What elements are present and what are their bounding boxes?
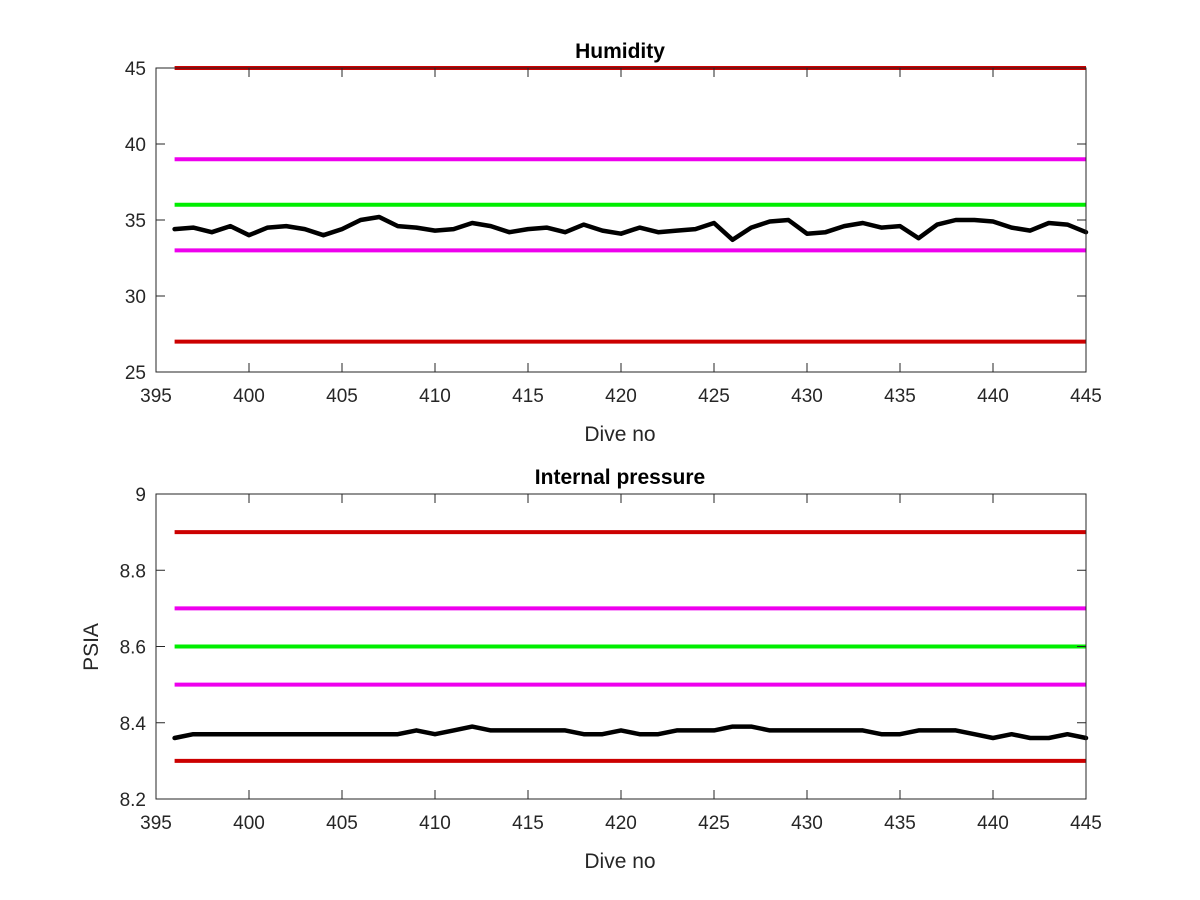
internal-pressure-chart-xtick-label-8: 435 [884, 813, 916, 834]
humidity-chart-xlabel: Dive no [584, 423, 655, 446]
internal-pressure-chart-xtick-label-7: 430 [791, 813, 823, 834]
internal-pressure-chart-xtick-label-5: 420 [605, 813, 637, 834]
internal-pressure-chart: 395 400 405 410 415 420 425 430 435 440 445 8.2 8.4 8… [80, 466, 1102, 873]
internal-pressure-chart-ytick-label-2: 8.6 [120, 638, 146, 659]
internal-pressure-chart-ytick-label-3: 8.8 [120, 561, 146, 582]
humidity-chart-xtick-label-5: 420 [605, 386, 637, 407]
humidity-chart-ytick-label-3: 40 [125, 135, 146, 156]
internal-pressure-chart-xtick-label-10: 445 [1070, 813, 1102, 834]
humidity-chart-xtick-label-10: 445 [1070, 386, 1102, 407]
humidity-chart-ytick-label-4: 45 [125, 59, 146, 80]
humidity-chart-ytick-label-1: 30 [125, 287, 146, 308]
internal-pressure-chart-xlabel: Dive no [584, 850, 655, 873]
humidity-chart-xtick-label-1: 400 [233, 386, 265, 407]
humidity-chart-xtick-label-0: 395 [140, 386, 172, 407]
humidity-chart-xtick-label-3: 410 [419, 386, 451, 407]
humidity-chart-xtick-label-8: 435 [884, 386, 916, 407]
humidity-chart: 395 400 405 410 415 420 425 430 435 440 445 25 30 35 4… [125, 40, 1102, 446]
humidity-chart-xtick-label-9: 440 [977, 386, 1009, 407]
humidity-chart-ytick-label-0: 25 [125, 363, 146, 384]
internal-pressure-chart-series-line-0 [172, 724, 1089, 741]
humidity-chart-series-line-0 [172, 214, 1089, 243]
humidity-chart-xtick-label-2: 405 [326, 386, 358, 407]
humidity-chart-xtick-label-4: 415 [512, 386, 544, 407]
humidity-chart-xtick-label-6: 425 [698, 386, 730, 407]
humidity-chart-ytick-label-2: 35 [125, 211, 146, 232]
internal-pressure-chart-ytick-label-4: 9 [135, 485, 146, 506]
internal-pressure-chart-ylabel: PSIA [80, 623, 103, 671]
internal-pressure-chart-ytick-label-0: 8.2 [120, 790, 146, 811]
internal-pressure-chart-xtick-label-6: 425 [698, 813, 730, 834]
humidity-chart-title: Humidity [575, 40, 665, 63]
internal-pressure-chart-xtick-label-3: 410 [419, 813, 451, 834]
internal-pressure-chart-xtick-label-9: 440 [977, 813, 1009, 834]
internal-pressure-chart-ytick-label-1: 8.4 [120, 714, 147, 735]
internal-pressure-chart-xtick-label-2: 405 [326, 813, 358, 834]
humidity-chart-xtick-label-7: 430 [791, 386, 823, 407]
internal-pressure-chart-xtick-label-0: 395 [140, 813, 172, 834]
internal-pressure-chart-xtick-label-1: 400 [233, 813, 265, 834]
internal-pressure-chart-title: Internal pressure [535, 466, 705, 489]
internal-pressure-chart-xtick-label-4: 415 [512, 813, 544, 834]
